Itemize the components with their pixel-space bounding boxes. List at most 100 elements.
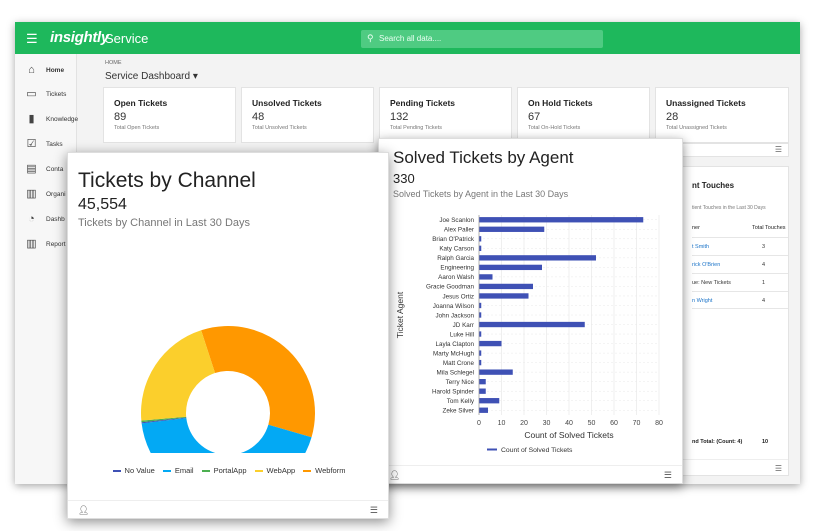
bar[interactable] (479, 245, 482, 251)
owner-link[interactable]: t Smith (692, 244, 710, 250)
tile-on-hold-tickets[interactable]: On Hold Tickets 67 Total On-Hold Tickets (517, 87, 650, 143)
sidebar-item-tasks[interactable]: ☑ Tasks (15, 134, 77, 158)
card-footer: 👤︎ ☰ (68, 500, 388, 520)
bar[interactable] (479, 359, 482, 366)
bar[interactable] (479, 217, 644, 223)
owner-link[interactable]: rick O'Brien (692, 262, 721, 268)
tile-title: Unassigned Tickets (666, 98, 746, 108)
app-logo[interactable]: insightly (50, 29, 109, 46)
owner-icon[interactable]: 👤︎ (78, 505, 90, 515)
bar[interactable] (479, 293, 529, 299)
touch-count: 4 (762, 298, 766, 304)
tile-subtitle: Total Unsolved Tickets (252, 125, 307, 131)
legend-swatch (112, 470, 121, 473)
legend-item[interactable]: PortalApp (201, 466, 247, 475)
tickets-icon: ▭ (26, 88, 37, 100)
bar[interactable] (479, 340, 502, 347)
search-input[interactable]: ⚲ Search all data.... (361, 30, 603, 48)
sidebar-item-label: Dashb (46, 216, 65, 223)
donut-slice[interactable] (201, 326, 315, 438)
search-placeholder: Search all data.... (379, 34, 442, 43)
legend-label: Email (174, 466, 194, 475)
bar[interactable] (479, 321, 585, 328)
tile-pending-tickets[interactable]: Pending Tickets 132 Total Pending Ticket… (379, 87, 512, 143)
bar[interactable] (479, 331, 482, 337)
legend-item[interactable]: WebApp (254, 466, 295, 475)
card-title: nt Touches (692, 181, 735, 190)
bar[interactable] (479, 236, 482, 242)
owner-icon[interactable]: 👤︎ (389, 470, 401, 480)
owner-link[interactable]: n Wright (692, 298, 713, 304)
bar-chart-icon: ▥ (26, 238, 37, 250)
donut-slice[interactable] (141, 330, 216, 421)
bar[interactable] (479, 369, 513, 375)
dashboard-selector[interactable]: Service Dashboard ▾ (105, 71, 198, 82)
table-row: t Smith 3 (692, 237, 788, 255)
sidebar-item-label: Tasks (46, 141, 63, 148)
tile-value: 89 (114, 111, 127, 123)
list-view-icon[interactable]: ☰ (663, 470, 672, 480)
owner-label: ue: New Tickets (692, 280, 731, 286)
hamburger-menu-icon[interactable]: ☰ (26, 31, 38, 46)
bar[interactable] (479, 388, 486, 394)
checkbox-icon: ☑ (26, 138, 37, 150)
touch-count: 1 (762, 280, 766, 286)
y-tick-label: Layla Clapton (435, 341, 474, 348)
bar[interactable] (479, 302, 482, 309)
sidebar-item-organizations[interactable]: ▥ Organi (15, 184, 77, 208)
donut-slice[interactable] (141, 417, 187, 424)
x-tick-label: 30 (543, 420, 551, 427)
bar[interactable] (479, 283, 533, 290)
x-tick-label: 70 (633, 420, 641, 427)
bar[interactable] (479, 379, 486, 385)
bar[interactable] (479, 312, 482, 318)
y-tick-label: Mila Schlegel (437, 369, 474, 376)
legend-item[interactable]: Webform (303, 466, 345, 475)
y-tick-label: Zeke Silver (443, 408, 475, 415)
channel-donut-chart (141, 326, 315, 453)
bar[interactable] (479, 226, 545, 232)
breadcrumb[interactable]: HOME (105, 60, 122, 66)
sidebar-item-tickets[interactable]: ▭ Tickets (15, 84, 77, 108)
y-tick-label: Joanna Wilson (433, 303, 475, 310)
tile-unsolved-tickets[interactable]: Unsolved Tickets 48 Total Unsolved Ticke… (241, 87, 374, 143)
tickets-by-channel-card: Tickets by Channel 45,554 Tickets by Cha… (67, 152, 389, 519)
sidebar-item-contacts[interactable]: ▤ Conta (15, 159, 77, 183)
list-view-icon[interactable]: ☰ (774, 145, 782, 154)
donut-slice[interactable] (141, 416, 187, 423)
sidebar-item-label: Knowledge (46, 116, 79, 123)
y-tick-label: Gracie Goodman (426, 284, 474, 291)
bar[interactable] (479, 398, 500, 404)
tile-open-tickets[interactable]: Open Tickets 89 Total Open Tickets (103, 87, 236, 143)
sidebar: ⌂ Home ▭ Tickets ▮ Knowledge ☑ Tasks ▤ C… (15, 54, 79, 484)
legend-item[interactable]: Email (162, 466, 194, 475)
tile-unassigned-tickets[interactable]: Unassigned Tickets 28 Total Unassigned T… (655, 87, 789, 143)
sidebar-item-home[interactable]: ⌂ Home (15, 60, 77, 84)
top-bar: ☰ insightly Service ⚲ Search all data...… (15, 22, 800, 54)
card-title: Tickets by Channel (78, 169, 256, 192)
card-subtitle: tient Touches in the Last 30 Days (692, 205, 766, 211)
sidebar-item-knowledge[interactable]: ▮ Knowledge (15, 109, 79, 133)
list-view-icon[interactable]: ☰ (774, 464, 782, 473)
bar[interactable] (479, 274, 493, 280)
list-view-icon[interactable]: ☰ (369, 505, 378, 515)
donut-slice[interactable] (141, 418, 312, 453)
column-owner[interactable]: ner (692, 225, 700, 231)
bar[interactable] (479, 255, 596, 261)
card-total: 330 (393, 171, 415, 186)
legend-label[interactable]: Count of Solved Tickets (501, 447, 573, 454)
bar[interactable] (479, 407, 488, 413)
bar[interactable] (479, 350, 482, 356)
search-icon: ⚲ (367, 33, 374, 43)
column-total-touches[interactable]: Total Touches (752, 225, 786, 231)
touch-count: 4 (762, 262, 766, 268)
legend-item[interactable]: No Value (112, 466, 155, 475)
sidebar-item-dashboards[interactable]: ◔ Dashb (15, 209, 77, 233)
product-name: Service (105, 31, 149, 46)
card-title: Solved Tickets by Agent (393, 148, 574, 167)
bar[interactable] (479, 264, 542, 271)
sidebar-item-reports[interactable]: ▥ Report (15, 234, 77, 258)
tile-subtitle: Total Pending Tickets (390, 125, 442, 131)
y-tick-label: Brian O'Patrick (432, 236, 475, 243)
x-tick-label: 0 (477, 420, 481, 427)
